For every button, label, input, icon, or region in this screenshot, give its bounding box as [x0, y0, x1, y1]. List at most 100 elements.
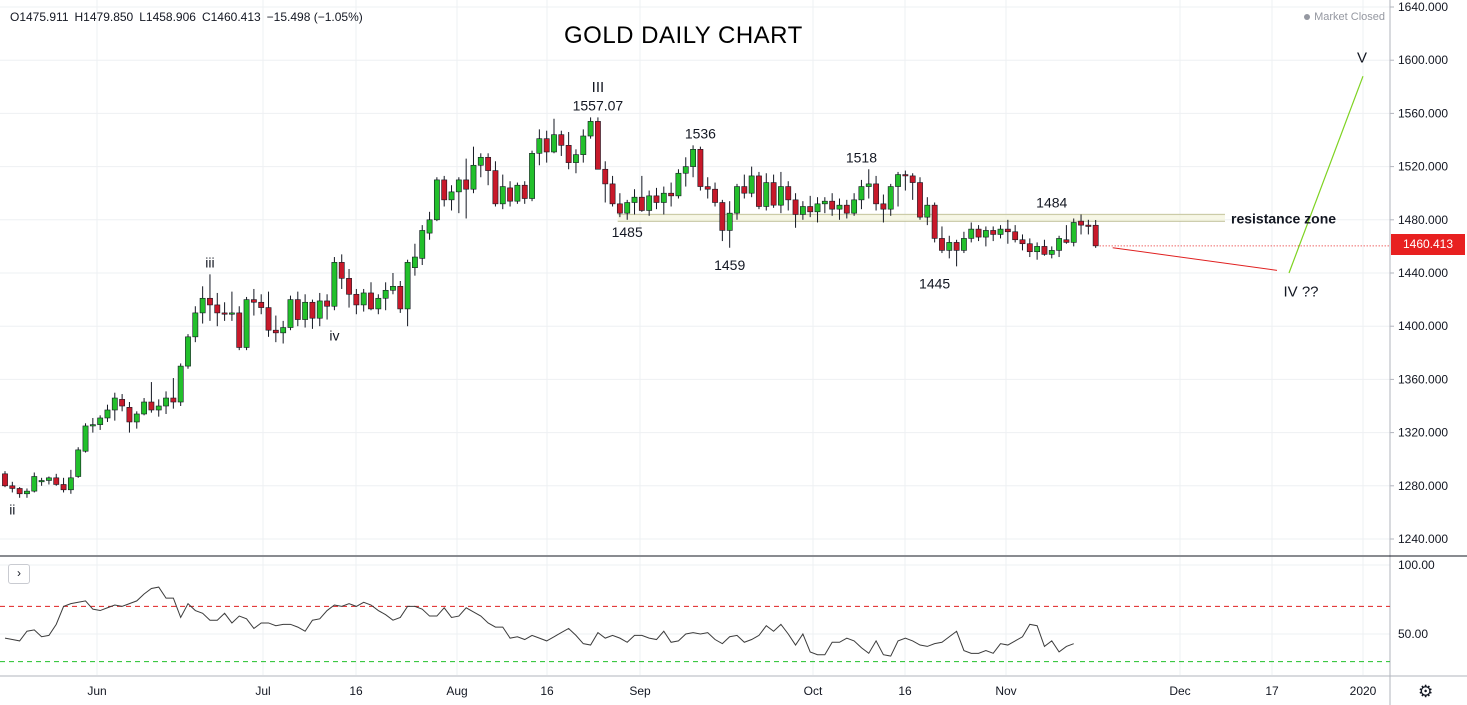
candle-up [382, 289, 389, 299]
annotation-1459: 1459 [714, 257, 745, 273]
ohlc-legend: O1475.911 H1479.850 L1458.906 C1460.413 −15.… [10, 10, 369, 24]
candle-down [953, 242, 960, 251]
candle-down [346, 278, 352, 295]
candle-up [97, 417, 104, 425]
candle-down [170, 397, 177, 403]
candle-down [397, 285, 404, 310]
candle-down [638, 196, 645, 211]
candle-down [873, 183, 879, 205]
candle-down [250, 299, 257, 303]
candle-up [280, 327, 287, 334]
candle-down [712, 188, 718, 203]
candle-down [441, 179, 448, 201]
annotation-v: V [1357, 50, 1367, 67]
candle-up [682, 166, 689, 174]
annotation-ii: ii [9, 502, 15, 518]
candle-down [1041, 246, 1048, 255]
candle-down [236, 312, 243, 348]
candle-down [990, 230, 997, 235]
candle-down [1063, 239, 1070, 243]
price-tick-label: 1240.000 [1398, 532, 1448, 546]
annotation-1485: 1485 [612, 224, 643, 240]
projection-line-up [1288, 75, 1364, 274]
time-tick-label: 16 [349, 684, 363, 698]
time-tick-label: Sep [629, 684, 651, 698]
price-tick-label: 1640.000 [1398, 0, 1448, 14]
candle-up [448, 191, 455, 201]
annotation-iv: iv [329, 328, 339, 344]
candle-down [53, 477, 60, 485]
annotation-1536: 1536 [685, 125, 716, 141]
candle-down [558, 134, 565, 146]
candle-down [653, 195, 660, 203]
candle-down [207, 297, 213, 306]
candle-up [192, 312, 199, 338]
candle-down [595, 121, 601, 170]
candle-down [770, 182, 777, 206]
candle-up [968, 228, 975, 239]
candle-down [931, 204, 938, 239]
candle-up [580, 135, 587, 155]
ohlc-low: L1458.906 [139, 10, 196, 24]
price-tick-label: 1400.000 [1398, 319, 1448, 333]
candle-up [390, 285, 396, 291]
candle-down [119, 399, 126, 407]
candle-down [902, 174, 909, 177]
candle-up [287, 299, 294, 328]
time-tick-label: 2020 [1350, 684, 1377, 698]
price-tick-label: 1600.000 [1398, 53, 1448, 67]
candle-down [221, 312, 228, 315]
candle-up [38, 480, 45, 483]
annotation-1445: 1445 [919, 276, 950, 292]
time-tick-label: Dec [1169, 684, 1190, 698]
time-tick-label: 16 [540, 684, 554, 698]
candle-down [368, 292, 374, 310]
time-tick-label: Jul [255, 684, 270, 698]
candle-up [1034, 246, 1041, 253]
market-status-label: Market Closed [1314, 11, 1385, 23]
candle-down [265, 307, 272, 331]
candle-up [199, 297, 206, 314]
candle-up [624, 202, 631, 214]
candle-down [353, 293, 360, 306]
candle-up [24, 490, 30, 495]
annotation-iii: iii [205, 254, 214, 270]
candle-up [851, 199, 858, 214]
candle-down [463, 179, 470, 190]
candle-up [536, 138, 543, 154]
gear-icon[interactable]: ⚙ [1418, 682, 1434, 701]
candle-down [214, 304, 221, 314]
candle-down [565, 145, 572, 163]
candle-up [514, 184, 521, 202]
last-price-badge: 1460.413 [1391, 234, 1465, 255]
candle-up [799, 206, 806, 215]
candle-down [939, 238, 945, 251]
expand-legend-button[interactable]: › [8, 564, 30, 584]
candle-up [924, 204, 931, 218]
candle-down [338, 262, 345, 279]
candle-down [507, 187, 513, 202]
annotation-1557: 1557.07 [573, 97, 624, 113]
candle-down [1019, 239, 1026, 245]
candle-down [602, 168, 609, 185]
candle-up [360, 292, 367, 306]
osc-tick-label: 100.00 [1398, 558, 1435, 572]
candle-down [807, 206, 814, 213]
candle-up [470, 164, 477, 190]
candle-up [997, 228, 1004, 235]
candle-down [829, 200, 836, 210]
candle-down [272, 329, 279, 334]
candle-up [865, 183, 872, 187]
candle-down [616, 203, 623, 214]
candle-up [229, 312, 235, 315]
candle-down [1026, 243, 1033, 253]
candle-down [917, 182, 923, 218]
candle-up [895, 174, 901, 187]
candle-up [858, 186, 865, 201]
candle-down [1085, 224, 1092, 227]
candle-up [82, 425, 89, 452]
candle-up [455, 179, 462, 193]
candle-up [499, 186, 506, 205]
price-tick-label: 1440.000 [1398, 266, 1448, 280]
